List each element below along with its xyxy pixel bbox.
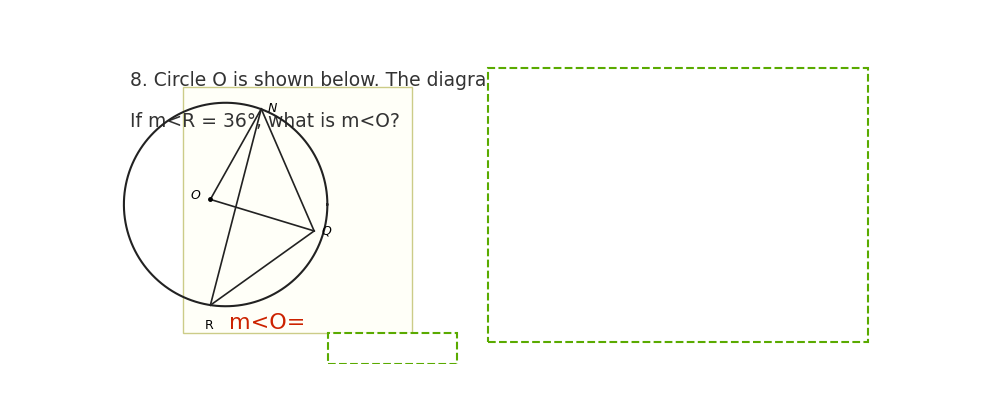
Text: R: R (205, 319, 214, 333)
Text: N: N (268, 102, 277, 115)
Text: If m<R = 36°, what is m<O?: If m<R = 36°, what is m<O? (130, 112, 400, 131)
Text: O: O (190, 189, 200, 202)
Text: m<O=: m<O= (230, 312, 305, 333)
FancyBboxPatch shape (183, 87, 412, 333)
FancyBboxPatch shape (328, 333, 457, 364)
FancyBboxPatch shape (488, 68, 868, 342)
Text: Q: Q (321, 225, 332, 238)
Text: 8. Circle O is shown below. The diagram is not drawn to scale.: 8. Circle O is shown below. The diagram … (130, 71, 712, 90)
